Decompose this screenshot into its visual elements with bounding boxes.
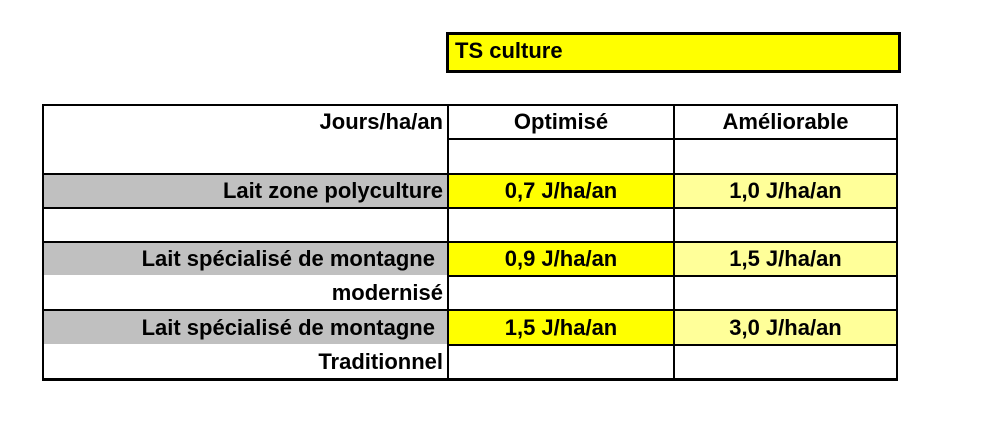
table-border-left bbox=[42, 104, 44, 381]
grid-line bbox=[447, 104, 449, 381]
row-optimise-montagne-modernise: 0,9 J/ha/an bbox=[449, 243, 673, 275]
row-label-lait-zone-polyculture: Lait zone polyculture bbox=[44, 175, 447, 207]
table-border-top bbox=[42, 104, 898, 106]
row-label-montagne-traditionnel: Lait spécialisé de montagne bbox=[44, 311, 447, 344]
row-ameliorable-lait-zone-polyculture: 1,0 J/ha/an bbox=[675, 175, 896, 207]
grid-line bbox=[42, 309, 898, 311]
table-border-bottom bbox=[42, 378, 898, 381]
row-optimise-lait-zone-polyculture: 0,7 J/ha/an bbox=[449, 175, 673, 207]
grid-line bbox=[447, 138, 898, 140]
grid-line bbox=[42, 207, 898, 209]
row-optimise-montagne-traditionnel: 1,5 J/ha/an bbox=[449, 311, 673, 344]
header-label: Jours/ha/an bbox=[44, 106, 447, 138]
row-ameliorable-montagne-modernise: 1,5 J/ha/an bbox=[675, 243, 896, 275]
row-ameliorable-montagne-traditionnel: 3,0 J/ha/an bbox=[675, 311, 896, 344]
row-label-modernise-suffix: modernisé bbox=[44, 277, 447, 309]
title-box: TS culture bbox=[446, 32, 901, 73]
row-label-traditionnel-suffix: Traditionnel bbox=[44, 346, 447, 378]
grid-line bbox=[42, 173, 898, 175]
grid-line bbox=[673, 104, 675, 381]
grid-line bbox=[447, 275, 898, 277]
header-ameliorable: Améliorable bbox=[675, 106, 896, 138]
table-title: TS culture bbox=[455, 38, 563, 63]
grid-line bbox=[447, 344, 898, 346]
table-border-right bbox=[896, 104, 898, 381]
header-optimise: Optimisé bbox=[449, 106, 673, 138]
row-label-montagne-modernise: Lait spécialisé de montagne bbox=[44, 243, 447, 275]
grid-line bbox=[42, 241, 898, 243]
